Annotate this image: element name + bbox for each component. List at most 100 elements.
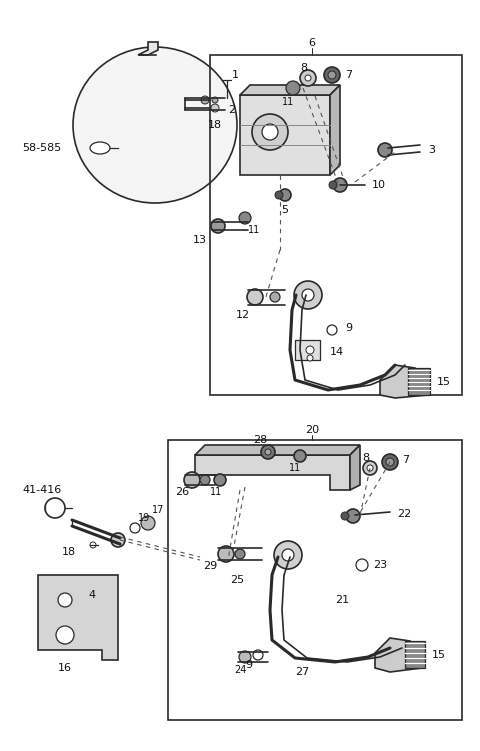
Circle shape bbox=[378, 143, 392, 157]
Text: 18: 18 bbox=[62, 547, 76, 557]
Circle shape bbox=[141, 516, 155, 530]
Text: 18: 18 bbox=[208, 120, 222, 130]
Circle shape bbox=[329, 181, 337, 189]
Text: 10: 10 bbox=[372, 180, 386, 190]
Text: 2: 2 bbox=[228, 105, 235, 115]
Polygon shape bbox=[240, 95, 330, 175]
Circle shape bbox=[327, 325, 337, 335]
Ellipse shape bbox=[73, 47, 237, 203]
Circle shape bbox=[328, 71, 336, 79]
Bar bbox=[210, 55, 462, 395]
Text: 6: 6 bbox=[309, 38, 315, 48]
Text: 23: 23 bbox=[373, 560, 387, 570]
Text: 3: 3 bbox=[428, 145, 435, 155]
Text: 13: 13 bbox=[193, 235, 207, 245]
Circle shape bbox=[294, 281, 322, 309]
Circle shape bbox=[274, 541, 302, 569]
Text: 27: 27 bbox=[295, 667, 309, 677]
Circle shape bbox=[184, 472, 200, 488]
Circle shape bbox=[356, 559, 368, 571]
Polygon shape bbox=[350, 445, 360, 490]
Circle shape bbox=[218, 546, 234, 562]
Text: 22: 22 bbox=[397, 509, 411, 519]
Text: 26: 26 bbox=[175, 487, 189, 497]
Text: 16: 16 bbox=[58, 663, 72, 673]
Circle shape bbox=[279, 189, 291, 201]
Circle shape bbox=[45, 498, 65, 518]
Text: 58-585: 58-585 bbox=[22, 143, 61, 153]
Polygon shape bbox=[375, 638, 425, 672]
Circle shape bbox=[367, 465, 373, 471]
Circle shape bbox=[239, 212, 251, 224]
Circle shape bbox=[282, 549, 294, 561]
Text: 15: 15 bbox=[437, 377, 451, 387]
Circle shape bbox=[262, 124, 278, 140]
Text: 15: 15 bbox=[432, 650, 446, 660]
Circle shape bbox=[386, 458, 394, 466]
Circle shape bbox=[111, 533, 125, 547]
Circle shape bbox=[306, 346, 314, 354]
Polygon shape bbox=[405, 641, 425, 668]
Text: 11: 11 bbox=[210, 487, 222, 497]
Text: 8: 8 bbox=[362, 453, 369, 463]
Text: 14: 14 bbox=[330, 347, 344, 357]
Circle shape bbox=[58, 593, 72, 607]
Text: 5: 5 bbox=[281, 205, 288, 215]
Circle shape bbox=[286, 81, 300, 95]
Circle shape bbox=[211, 219, 225, 233]
Circle shape bbox=[201, 96, 209, 104]
Text: 17: 17 bbox=[152, 505, 164, 515]
Circle shape bbox=[235, 549, 245, 559]
Circle shape bbox=[130, 523, 140, 533]
Circle shape bbox=[261, 445, 275, 459]
Bar bbox=[168, 440, 462, 720]
Polygon shape bbox=[195, 445, 360, 455]
Text: 19: 19 bbox=[138, 513, 150, 523]
Text: 11: 11 bbox=[289, 463, 301, 473]
Circle shape bbox=[302, 289, 314, 301]
Circle shape bbox=[324, 67, 340, 83]
Text: 20: 20 bbox=[305, 425, 319, 435]
Circle shape bbox=[200, 475, 210, 485]
Circle shape bbox=[214, 474, 226, 486]
Text: 12: 12 bbox=[236, 310, 250, 320]
Polygon shape bbox=[295, 340, 320, 360]
Text: 9: 9 bbox=[345, 323, 352, 333]
Text: 41-416: 41-416 bbox=[22, 485, 61, 495]
Circle shape bbox=[90, 542, 96, 548]
Circle shape bbox=[305, 75, 311, 81]
Text: 7: 7 bbox=[345, 70, 352, 80]
Circle shape bbox=[247, 289, 263, 305]
Circle shape bbox=[300, 70, 316, 86]
Polygon shape bbox=[330, 85, 340, 175]
Polygon shape bbox=[195, 455, 350, 490]
Text: 21: 21 bbox=[335, 595, 349, 605]
Circle shape bbox=[346, 509, 360, 523]
Circle shape bbox=[265, 449, 271, 455]
Circle shape bbox=[270, 292, 280, 302]
Text: 11: 11 bbox=[248, 225, 260, 235]
Text: 8: 8 bbox=[300, 63, 307, 73]
Polygon shape bbox=[408, 368, 430, 395]
Text: 28: 28 bbox=[253, 435, 267, 445]
Circle shape bbox=[56, 626, 74, 644]
Circle shape bbox=[275, 191, 283, 199]
Text: 1: 1 bbox=[232, 70, 239, 80]
Circle shape bbox=[252, 114, 288, 150]
Circle shape bbox=[211, 104, 219, 112]
Text: 9: 9 bbox=[245, 660, 252, 670]
Text: 24: 24 bbox=[234, 665, 246, 675]
Text: 7: 7 bbox=[402, 455, 409, 465]
Circle shape bbox=[333, 178, 347, 192]
Polygon shape bbox=[380, 365, 430, 398]
Text: 11: 11 bbox=[282, 97, 294, 107]
Circle shape bbox=[294, 450, 306, 462]
Text: 29: 29 bbox=[203, 561, 217, 571]
Ellipse shape bbox=[90, 142, 110, 154]
Polygon shape bbox=[138, 42, 158, 55]
Circle shape bbox=[239, 651, 251, 663]
Polygon shape bbox=[38, 575, 118, 660]
Circle shape bbox=[212, 97, 218, 103]
Circle shape bbox=[341, 512, 349, 520]
Circle shape bbox=[363, 461, 377, 475]
